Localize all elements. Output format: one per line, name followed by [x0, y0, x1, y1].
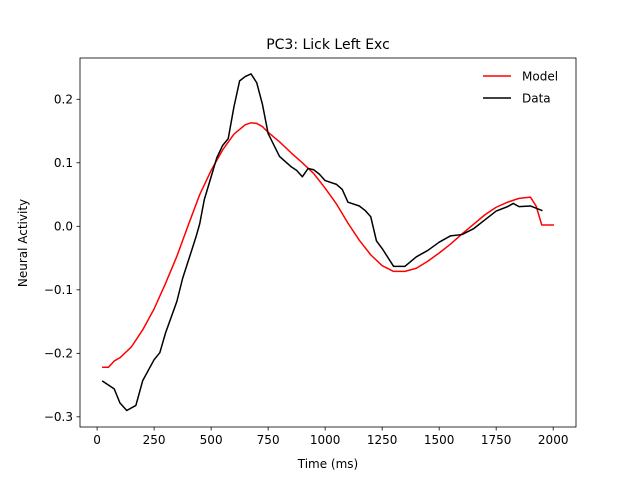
x-axis: 0 250 500 750 1000 1250 1500 1750 2000 — [93, 427, 568, 447]
y-tick-label: 0.1 — [54, 156, 73, 170]
x-tick-label: 2000 — [538, 433, 569, 447]
y-tick-label: −0.1 — [44, 283, 73, 297]
x-tick-label: 1250 — [367, 433, 398, 447]
legend: Model Data — [483, 70, 558, 106]
x-tick-label: 1000 — [310, 433, 341, 447]
y-axis-label: Neural Activity — [16, 199, 30, 287]
chart-title: PC3: Lick Left Exc — [266, 37, 390, 53]
x-tick-label: 500 — [200, 433, 223, 447]
legend-label-model: Model — [522, 70, 558, 84]
x-tick-label: 250 — [143, 433, 166, 447]
x-axis-label: Time (ms) — [297, 457, 359, 471]
legend-label-data: Data — [522, 92, 551, 106]
y-tick-label: 0.2 — [54, 92, 73, 106]
series-line-data — [101, 73, 543, 412]
x-tick-label: 1500 — [424, 433, 455, 447]
series-layer — [101, 73, 554, 412]
y-tick-label: −0.3 — [44, 410, 73, 424]
x-tick-label: 1750 — [481, 433, 512, 447]
series-line-model — [102, 122, 554, 369]
plot-frame — [79, 57, 577, 428]
y-tick-label: −0.2 — [44, 346, 73, 360]
x-tick-label: 0 — [93, 433, 101, 447]
x-tick-label: 750 — [257, 433, 280, 447]
y-tick-label: 0.0 — [54, 219, 73, 233]
y-axis: −0.3 −0.2 −0.1 0.0 0.1 0.2 — [44, 92, 80, 424]
